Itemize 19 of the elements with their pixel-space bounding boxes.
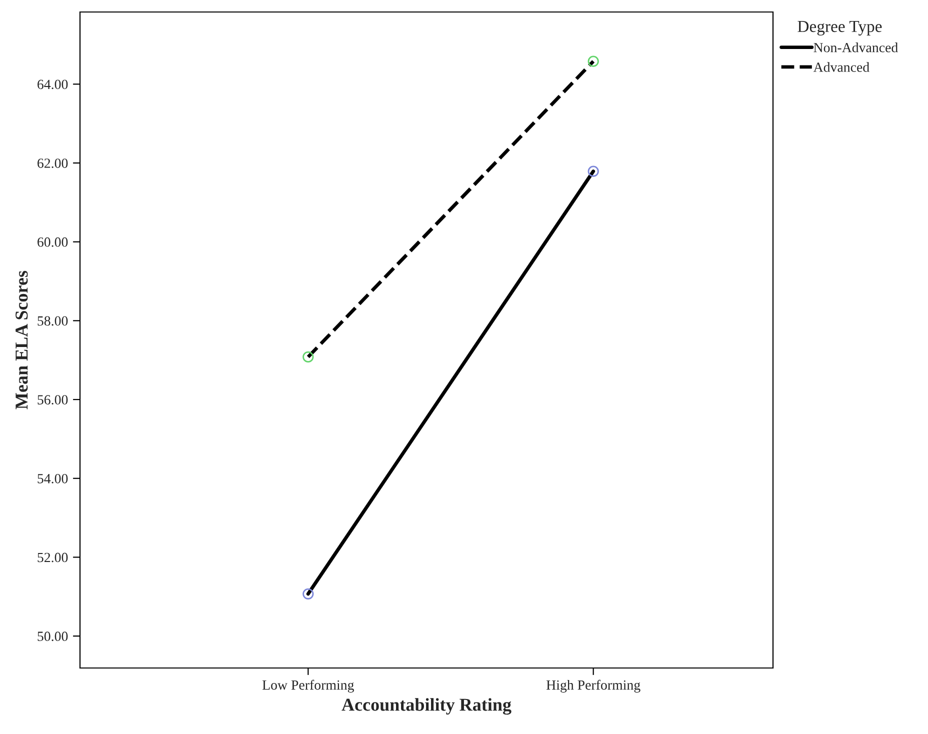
point: [588, 166, 599, 177]
x-tick-label: High Performing: [546, 680, 640, 693]
x-tick-label: Low Performing: [262, 680, 354, 693]
y-tick-label: 56.00: [38, 395, 68, 405]
y-axis-title: Mean ELA Scores: [16, 270, 28, 410]
y-tick-label: 60.00: [38, 237, 68, 247]
x-axis-title: Accountability Rating: [342, 698, 512, 715]
point: [302, 588, 314, 600]
y-tick-label: 52.00: [38, 552, 68, 562]
y-tick-label: 64.00: [38, 80, 68, 90]
point: [588, 56, 599, 67]
y-tick-label: 58.00: [38, 316, 68, 326]
legend-title: Degree Type: [798, 20, 882, 36]
point: [302, 351, 314, 363]
y-tick-label: 54.00: [38, 474, 68, 484]
y-tick-label: 62.00: [38, 158, 68, 168]
legend-label: Non-Advanced: [814, 42, 898, 52]
legend-label: Advanced: [813, 62, 870, 72]
y-tick-label: 50.00: [38, 632, 68, 642]
